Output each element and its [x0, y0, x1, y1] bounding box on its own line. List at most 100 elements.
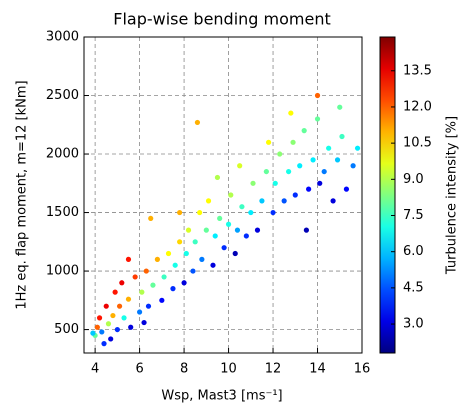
x-tick-label: 12 — [265, 362, 282, 377]
point — [270, 209, 276, 216]
point — [232, 250, 238, 257]
point — [145, 303, 152, 309]
point — [343, 186, 350, 192]
point — [143, 268, 149, 274]
point — [263, 168, 269, 175]
point — [139, 289, 145, 295]
point — [199, 256, 205, 262]
point — [121, 315, 127, 321]
chart-title: Flap-wise bending moment — [113, 10, 331, 29]
point — [303, 227, 309, 233]
colorbar-tick-label: 9.0 — [403, 172, 424, 187]
y-tick-label: 1000 — [46, 264, 79, 279]
point — [281, 198, 287, 204]
point — [250, 180, 256, 186]
point — [116, 303, 123, 309]
point — [306, 186, 312, 192]
point — [301, 128, 307, 134]
point — [334, 157, 341, 163]
point — [177, 239, 183, 245]
point — [339, 133, 345, 140]
point — [214, 174, 221, 181]
point — [125, 296, 132, 302]
point — [177, 209, 183, 216]
point — [237, 163, 243, 169]
point — [265, 139, 272, 145]
point — [317, 180, 323, 186]
point — [277, 151, 283, 157]
point — [110, 312, 116, 319]
point — [314, 116, 321, 122]
point — [217, 215, 223, 222]
point — [290, 139, 296, 145]
point — [170, 286, 176, 292]
colorbar-tick-label: 7.5 — [403, 208, 424, 223]
colorbar-tick-label: 6.0 — [403, 244, 424, 259]
colorbar-tick-label: 4.5 — [403, 280, 424, 295]
point — [286, 168, 292, 175]
point — [337, 104, 343, 110]
x-axis-label: Wsp, Mast3 [ms⁻¹] — [161, 389, 282, 404]
point — [239, 204, 245, 210]
x-tick-label: 16 — [354, 362, 371, 377]
point — [292, 192, 298, 198]
point — [181, 280, 187, 286]
point — [148, 215, 154, 222]
point — [137, 309, 143, 315]
point — [161, 274, 167, 280]
point — [94, 324, 100, 330]
point — [254, 227, 261, 233]
point — [90, 330, 96, 336]
point — [234, 227, 241, 233]
point — [105, 321, 112, 327]
point — [108, 336, 114, 342]
point — [192, 239, 198, 245]
point — [99, 329, 105, 335]
x-tick-label: 6 — [135, 362, 143, 377]
point — [350, 163, 356, 169]
x-tick-label: 14 — [309, 362, 326, 377]
point — [272, 180, 278, 186]
plot-area — [84, 37, 362, 353]
point — [101, 341, 107, 347]
point — [197, 209, 203, 216]
y-tick-label: 2500 — [46, 88, 79, 103]
point — [159, 297, 165, 303]
point — [150, 282, 156, 288]
y-tick-label: 3000 — [46, 30, 79, 45]
point — [103, 303, 109, 309]
point — [288, 110, 294, 116]
point — [154, 256, 160, 262]
point — [310, 157, 316, 163]
x-tick-label: 10 — [220, 362, 237, 377]
y-tick-label: 1500 — [46, 205, 79, 220]
colorbar-tick-label: 13.5 — [403, 63, 432, 78]
point — [326, 145, 332, 151]
point — [210, 262, 216, 268]
point — [221, 245, 227, 251]
point — [205, 198, 212, 204]
point — [185, 227, 192, 233]
point — [128, 324, 134, 330]
colorbar-label: Turbulence intensity [%] — [445, 116, 460, 275]
colorbar-tick-label: 10.5 — [403, 136, 432, 151]
point — [314, 92, 321, 99]
point — [132, 274, 138, 280]
point — [183, 250, 189, 257]
point — [96, 315, 103, 321]
point — [248, 209, 254, 216]
point — [243, 233, 249, 239]
point — [330, 198, 336, 204]
point — [297, 163, 303, 169]
colorbar-tick-label: 12.0 — [403, 99, 432, 114]
point — [165, 250, 172, 257]
colorbar — [379, 36, 396, 354]
point — [172, 262, 178, 268]
colorbar-tick-label: 3.0 — [403, 317, 424, 332]
y-axis-label: 1Hz eq. flap moment, m=12 [kNm] — [15, 80, 30, 309]
plot-frame — [83, 36, 363, 354]
point — [212, 233, 218, 239]
point — [190, 268, 196, 274]
point — [141, 319, 147, 326]
